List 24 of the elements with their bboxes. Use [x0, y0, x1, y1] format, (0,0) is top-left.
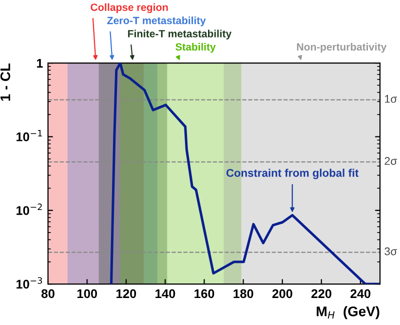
x-tick-label: 80: [41, 289, 54, 298]
y-tick-label: 1: [36, 58, 43, 68]
x-tick-label: 160: [194, 289, 214, 298]
x-tick-label: 120: [116, 289, 136, 298]
band-label: Stability: [176, 42, 216, 53]
x-axis-title: M$_{H}$ (GeV): [316, 306, 380, 320]
x-tick-label: 140: [156, 289, 176, 298]
x-tick-label: 200: [272, 289, 292, 298]
band-label: Zero-T metastability: [107, 16, 206, 26]
ref-line-label: 2σ: [384, 157, 398, 165]
x-tick-label: 180: [234, 289, 254, 298]
ref-line-label: 1σ: [385, 95, 398, 103]
ref-line-label: 3σ: [384, 247, 398, 256]
band-label: Collapse region: [90, 3, 168, 14]
band-label: Non-perturbativity: [297, 42, 387, 53]
x-tick-label: 240: [350, 289, 370, 298]
y-tick-label: 10$^{−1}$: [16, 130, 42, 142]
y-tick-label: 10$^{−2}$: [16, 204, 42, 215]
y-tick-label: 10$^{−3}$: [16, 277, 42, 289]
x-tick-label: 220: [311, 289, 332, 298]
band-label: Finite-T metastability: [128, 30, 232, 40]
annotation: Constraint from global fit: [226, 168, 359, 180]
x-tick-label: 100: [77, 289, 97, 298]
y-axis-title: 1 - CL: [0, 63, 10, 101]
